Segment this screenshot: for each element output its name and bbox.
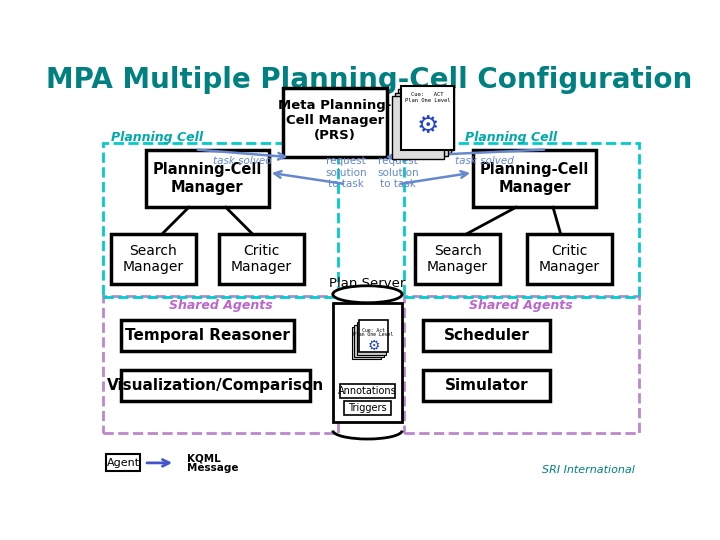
Bar xyxy=(283,88,387,157)
Bar xyxy=(219,234,304,284)
Text: Planning Cell: Planning Cell xyxy=(111,131,203,144)
Bar xyxy=(398,90,451,153)
Bar xyxy=(392,96,444,159)
Text: Planning-Cell
Manager: Planning-Cell Manager xyxy=(153,162,262,194)
Bar xyxy=(106,455,140,471)
Text: Scheduler: Scheduler xyxy=(444,328,529,343)
Bar xyxy=(333,303,402,422)
Text: Simulator: Simulator xyxy=(445,379,528,393)
Text: Planning Cell: Planning Cell xyxy=(465,131,557,144)
Text: MPA Multiple Planning-Cell Configuration: MPA Multiple Planning-Cell Configuration xyxy=(46,66,692,94)
Bar xyxy=(395,92,448,156)
Text: Shared Agents: Shared Agents xyxy=(169,299,273,312)
Text: Plan One Level: Plan One Level xyxy=(405,98,450,103)
Text: Critic
Manager: Critic Manager xyxy=(230,244,292,274)
Text: Critic
Manager: Critic Manager xyxy=(539,244,600,274)
Text: Visualization/Comparison: Visualization/Comparison xyxy=(107,379,324,393)
Text: Annotations: Annotations xyxy=(338,386,397,396)
Bar xyxy=(404,143,639,298)
Text: request
solution
to task: request solution to task xyxy=(325,156,366,189)
Text: Search
Manager: Search Manager xyxy=(427,244,488,274)
Bar xyxy=(354,325,384,357)
Bar xyxy=(359,320,388,353)
Bar xyxy=(104,296,338,433)
Text: Plan Server: Plan Server xyxy=(329,277,405,290)
Text: request
solution
to task: request solution to task xyxy=(377,156,419,189)
Text: ⚙: ⚙ xyxy=(367,339,380,353)
Bar xyxy=(104,143,338,298)
Text: Cue: Act: Cue: Act xyxy=(362,328,385,333)
Bar xyxy=(340,384,395,398)
Text: SRI International: SRI International xyxy=(541,465,634,475)
Bar xyxy=(111,234,196,284)
Bar xyxy=(145,150,269,207)
Bar xyxy=(356,322,386,355)
Text: task solved: task solved xyxy=(455,156,514,166)
Text: Plan One Level: Plan One Level xyxy=(354,332,394,337)
Text: Planning-Cell
Manager: Planning-Cell Manager xyxy=(480,162,589,194)
Text: KQML: KQML xyxy=(186,453,220,463)
Bar xyxy=(473,150,596,207)
Bar xyxy=(343,401,392,415)
Text: Meta Planning-
Cell Manager
(PRS): Meta Planning- Cell Manager (PRS) xyxy=(278,99,392,141)
Bar xyxy=(423,320,550,351)
Bar xyxy=(527,234,611,284)
Text: Search
Manager: Search Manager xyxy=(123,244,184,274)
Text: ⚙: ⚙ xyxy=(416,114,438,138)
Bar xyxy=(415,234,500,284)
Bar xyxy=(404,296,639,433)
Bar xyxy=(401,86,454,150)
Text: Triggers: Triggers xyxy=(348,403,387,413)
Text: Temporal Reasoner: Temporal Reasoner xyxy=(125,328,290,343)
Text: Agent: Agent xyxy=(107,458,140,468)
Bar xyxy=(121,320,294,351)
Text: task solved: task solved xyxy=(212,156,271,166)
Bar xyxy=(401,86,454,150)
Bar xyxy=(121,370,310,401)
Bar xyxy=(423,370,550,401)
Ellipse shape xyxy=(333,286,402,303)
Text: Shared Agents: Shared Agents xyxy=(469,299,573,312)
Text: Cue:   ACT: Cue: ACT xyxy=(411,92,444,97)
Bar xyxy=(352,327,382,359)
Text: Message: Message xyxy=(186,462,238,472)
